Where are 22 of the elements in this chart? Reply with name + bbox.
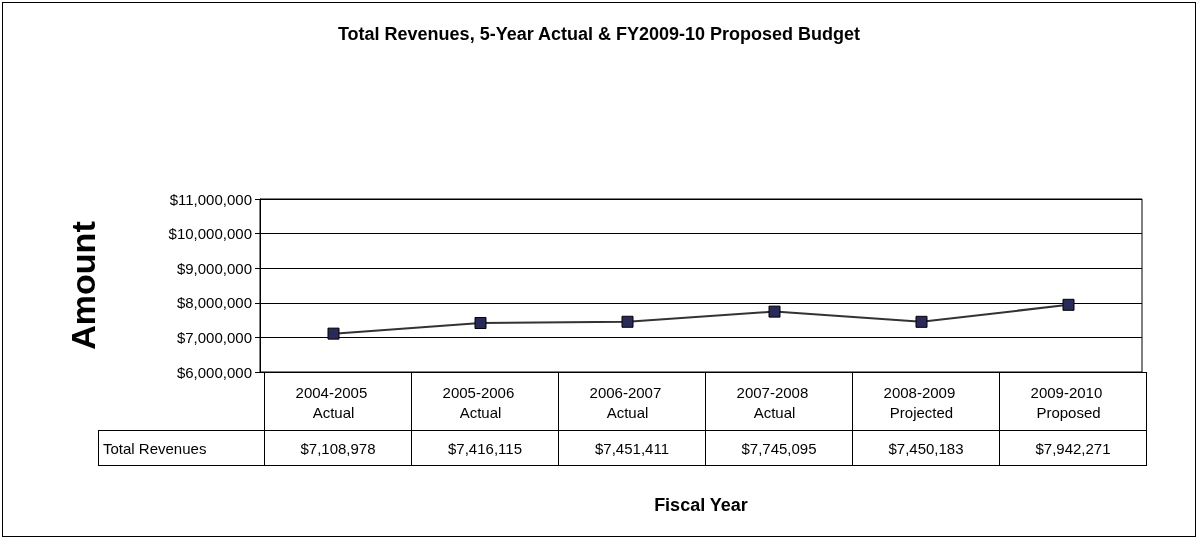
x-tick-label: 2009-2010 Proposed: [1030, 383, 1107, 421]
x-axis-title: Fiscal Year: [654, 495, 748, 515]
text: Total Revenues: [98, 430, 265, 466]
y-axis-title: Amount: [64, 221, 102, 350]
data-label: $7,108,978: [264, 430, 412, 466]
x-tick-label: 2008-2009 Projected: [883, 383, 960, 421]
chart-title: Total Revenues, 5-Year Actual & FY2009-10 Proposed Budget: [337, 24, 861, 44]
x-tick-label: 2006-2007 Actual: [589, 383, 666, 421]
y-tick-label: $10,000,000: [168, 225, 252, 243]
y-tick-label: $6,000,000: [176, 363, 252, 381]
data-label: $7,451,411: [558, 430, 706, 466]
data-label: $7,416,115: [411, 430, 559, 466]
x-tick-label: 2004-2005 Actual: [295, 383, 372, 421]
y-tick-label: $11,000,000: [169, 190, 252, 208]
y-tick-label: $7,000,000: [176, 328, 252, 346]
x-tick-label: 2005-2006 Actual: [442, 383, 519, 421]
y-tick-label: $8,000,000: [176, 294, 252, 312]
y-tick-label: $9,000,000: [176, 259, 252, 277]
data-label: $7,745,095: [705, 430, 853, 466]
x-tick-label: 2007-2008 Actual: [736, 383, 813, 421]
data-label: $7,942,271: [999, 430, 1147, 466]
data-label: $7,450,183: [852, 430, 1000, 466]
